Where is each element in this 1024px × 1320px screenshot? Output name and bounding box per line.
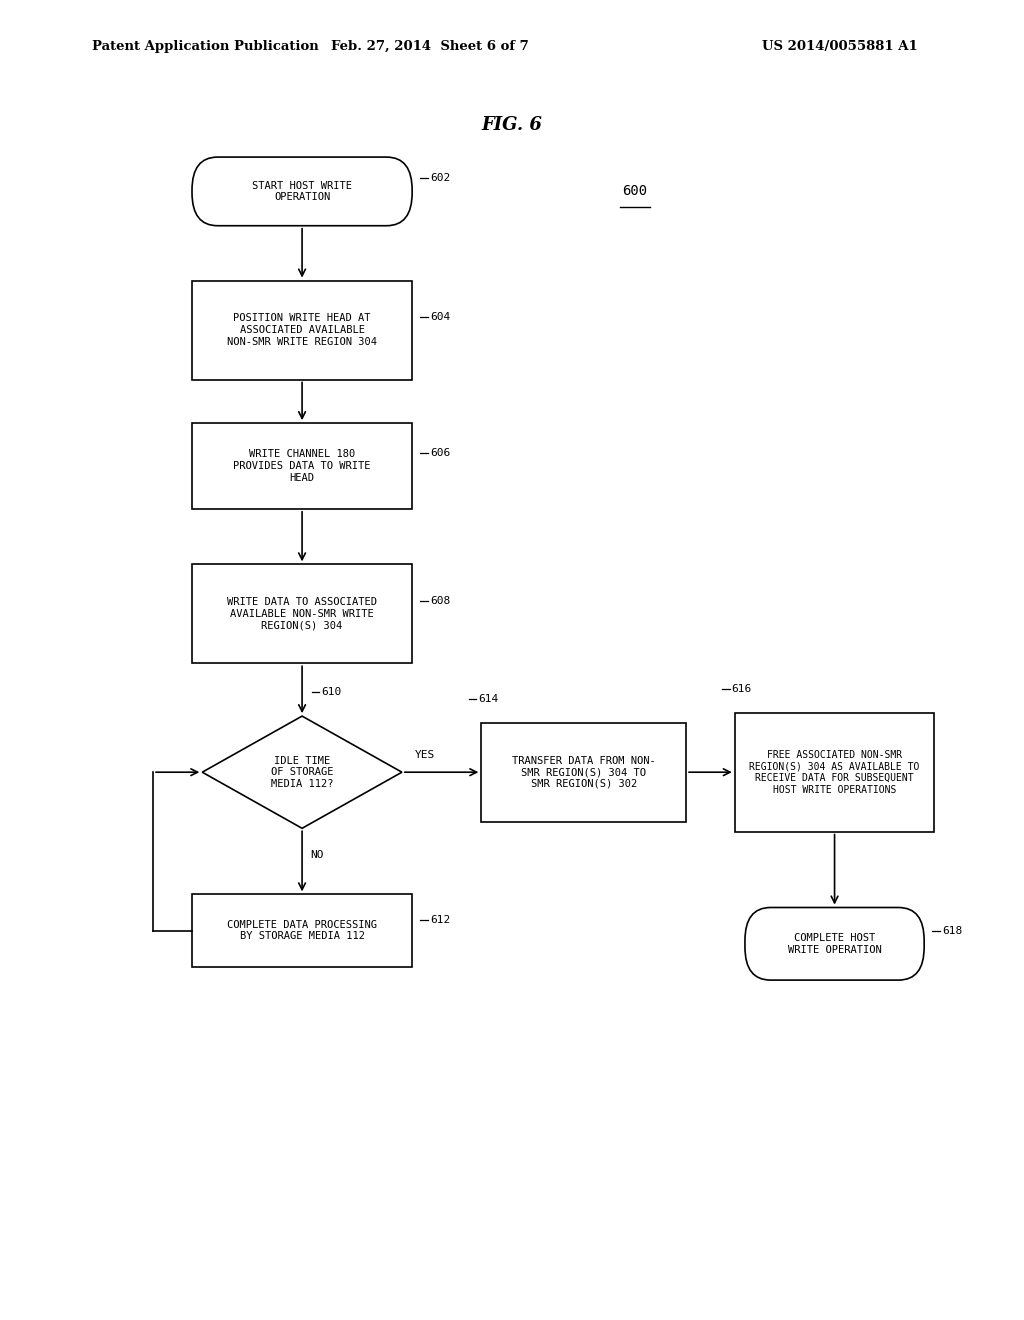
Text: 606: 606 [430, 447, 451, 458]
Bar [734, 713, 934, 832]
Polygon shape [202, 715, 401, 829]
FancyBboxPatch shape [744, 908, 924, 979]
Text: Feb. 27, 2014  Sheet 6 of 7: Feb. 27, 2014 Sheet 6 of 7 [331, 40, 529, 53]
Bar [193, 895, 412, 966]
Bar [481, 722, 686, 821]
Text: 612: 612 [430, 915, 451, 925]
Text: 618: 618 [942, 925, 963, 936]
Text: 600: 600 [623, 185, 647, 198]
Bar [193, 281, 412, 380]
FancyBboxPatch shape [193, 157, 412, 226]
Text: WRITE DATA TO ASSOCIATED
AVAILABLE NON-SMR WRITE
REGION(S) 304: WRITE DATA TO ASSOCIATED AVAILABLE NON-S… [227, 597, 377, 631]
Text: FREE ASSOCIATED NON-SMR
REGION(S) 304 AS AVAILABLE TO
RECEIVE DATA FOR SUBSEQUEN: FREE ASSOCIATED NON-SMR REGION(S) 304 AS… [750, 750, 920, 795]
Text: US 2014/0055881 A1: US 2014/0055881 A1 [762, 40, 918, 53]
Text: 610: 610 [322, 688, 342, 697]
Text: 602: 602 [430, 173, 451, 183]
Text: 604: 604 [430, 312, 451, 322]
Text: Patent Application Publication: Patent Application Publication [92, 40, 318, 53]
Text: 616: 616 [731, 684, 752, 694]
Text: 608: 608 [430, 595, 451, 606]
Text: POSITION WRITE HEAD AT
ASSOCIATED AVAILABLE
NON-SMR WRITE REGION 304: POSITION WRITE HEAD AT ASSOCIATED AVAILA… [227, 313, 377, 347]
Text: COMPLETE DATA PROCESSING
BY STORAGE MEDIA 112: COMPLETE DATA PROCESSING BY STORAGE MEDI… [227, 920, 377, 941]
Bar [193, 565, 412, 663]
Text: FIG. 6: FIG. 6 [481, 116, 543, 135]
Text: WRITE CHANNEL 180
PROVIDES DATA TO WRITE
HEAD: WRITE CHANNEL 180 PROVIDES DATA TO WRITE… [233, 449, 371, 483]
Bar [193, 422, 412, 508]
Text: TRANSFER DATA FROM NON-
SMR REGION(S) 304 TO
SMR REGION(S) 302: TRANSFER DATA FROM NON- SMR REGION(S) 30… [512, 755, 655, 789]
Text: 614: 614 [478, 694, 499, 704]
Text: YES: YES [416, 750, 435, 760]
Text: IDLE TIME
OF STORAGE
MEDIA 112?: IDLE TIME OF STORAGE MEDIA 112? [270, 755, 334, 789]
Text: START HOST WRITE
OPERATION: START HOST WRITE OPERATION [252, 181, 352, 202]
Text: COMPLETE HOST
WRITE OPERATION: COMPLETE HOST WRITE OPERATION [787, 933, 882, 954]
Text: NO: NO [310, 850, 324, 859]
